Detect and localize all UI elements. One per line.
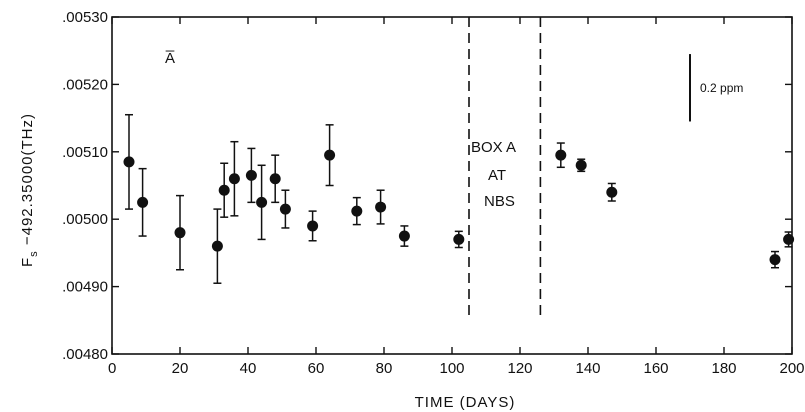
data-point: [228, 173, 240, 185]
data-point: [174, 227, 186, 239]
data-point: [575, 159, 587, 171]
data-point: [398, 230, 410, 242]
data-point: [324, 149, 336, 161]
data-point: [453, 233, 465, 245]
x-tick-label: 20: [172, 360, 189, 377]
x-axis-title: TIME (DAYS): [415, 394, 516, 411]
data-point: [307, 220, 319, 232]
y-tick-label: .00510: [62, 144, 108, 161]
x-tick-label: 80: [376, 360, 393, 377]
x-tick-label: 40: [240, 360, 257, 377]
y-tick-label: .00520: [62, 76, 108, 93]
data-point: [245, 169, 257, 181]
x-tick-label: 200: [779, 360, 804, 377]
scale-bar-label: 0.2 ppm: [700, 81, 743, 95]
data-point: [269, 173, 281, 185]
x-tick-label: 160: [643, 360, 668, 377]
y-tick-label: .00530: [62, 9, 108, 26]
y-axis-title-rest: −492.35000(THz): [19, 113, 36, 250]
y-axis-title-subscript: s: [28, 250, 40, 257]
data-point: [211, 240, 223, 252]
box-label-line-1: BOX A: [471, 139, 516, 156]
data-point: [218, 184, 230, 196]
y-tick-label: .00480: [62, 346, 108, 363]
data-point: [606, 186, 618, 198]
box-label-line-2: AT: [488, 167, 506, 184]
x-tick-label: 60: [308, 360, 325, 377]
data-point: [279, 203, 291, 215]
corner-label: A̅: [165, 50, 175, 67]
x-tick-label: 120: [507, 360, 532, 377]
x-tick-label: 100: [439, 360, 464, 377]
data-point: [783, 233, 795, 245]
y-tick-label: .00500: [62, 211, 108, 228]
x-tick-label: 0: [108, 360, 116, 377]
x-tick-label: 180: [711, 360, 736, 377]
data-point: [137, 196, 149, 208]
data-point: [375, 201, 387, 213]
data-point: [123, 156, 135, 168]
y-axis-title-main: F: [19, 257, 36, 267]
data-point: [256, 196, 268, 208]
data-point: [351, 205, 363, 217]
y-tick-label: .00490: [62, 279, 108, 296]
data-point: [769, 254, 781, 266]
data-point: [555, 149, 567, 161]
x-tick-label: 140: [575, 360, 600, 377]
box-label-line-3: NBS: [484, 193, 515, 210]
y-axis-title: Fs −492.35000(THz): [19, 113, 40, 267]
